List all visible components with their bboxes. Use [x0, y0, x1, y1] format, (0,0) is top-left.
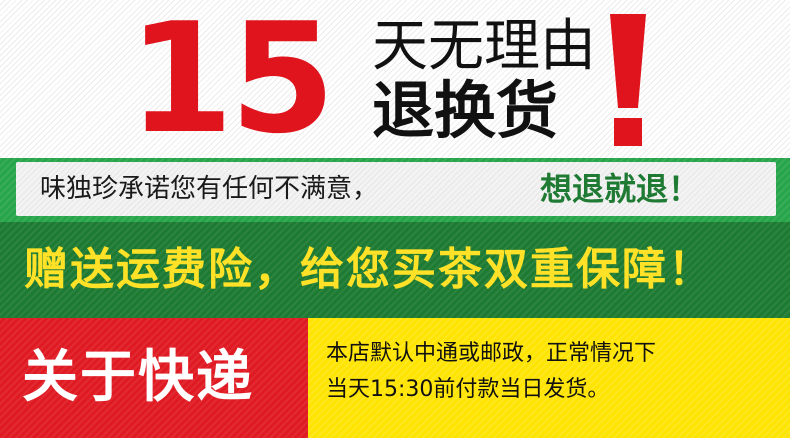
shipping-insurance-strip [0, 222, 790, 318]
return-policy-banner [0, 0, 790, 158]
delivery-title-block [0, 318, 308, 438]
delivery-info-block [308, 318, 790, 438]
title-line-1: 天无理由 [372, 14, 596, 79]
promise-box [16, 162, 776, 216]
promise-highlight: 想退就退！ [540, 170, 701, 208]
exclamation-icon [610, 14, 646, 146]
delivery-info-line-2: 当天15:30前付款当日发货。 [326, 377, 610, 402]
promise-text: 味独珍承诺您有任何不满意， [40, 174, 379, 204]
shipping-insurance-text: 赠送运费险，给您买茶双重保障！ [24, 244, 714, 295]
delivery-info-line-1: 本店默认中通或邮政，正常情况下 [326, 341, 657, 366]
days-number: 15 [128, 0, 336, 167]
delivery-title: 关于快递 [22, 345, 254, 410]
title-line-2: 退换货 [372, 74, 559, 147]
